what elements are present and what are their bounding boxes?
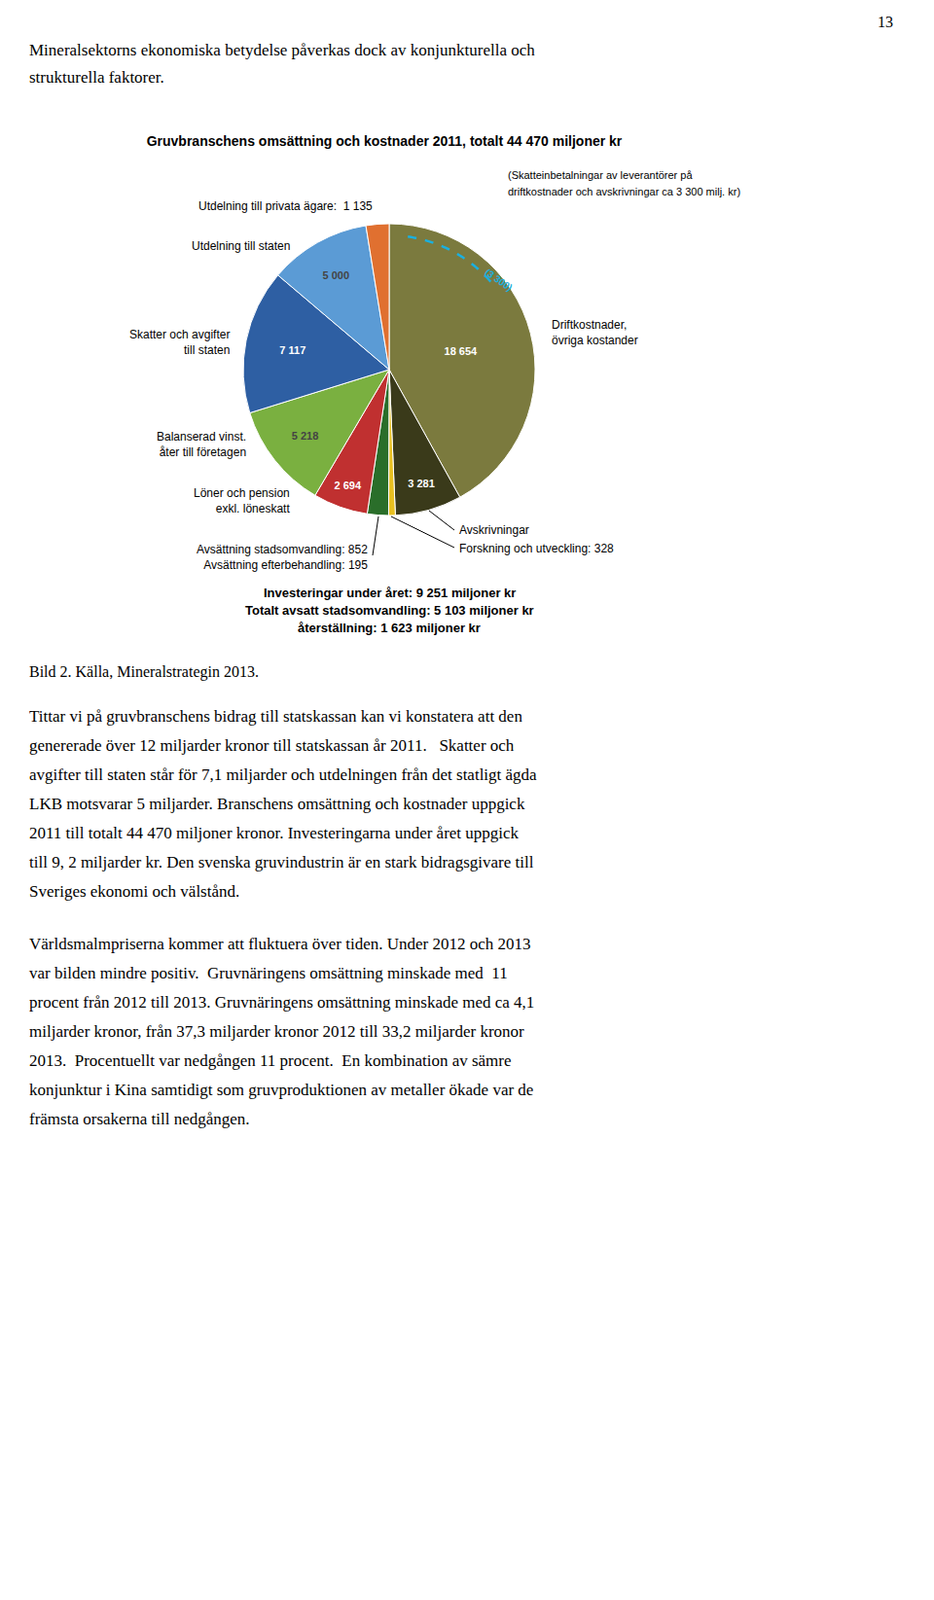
svg-text:Löner och pensionexkl. löneska: Löner och pensionexkl. löneskatt bbox=[193, 486, 290, 516]
svg-text:konjunktur i Kina samtidigt so: konjunktur i Kina samtidigt som gruvprod… bbox=[29, 1080, 534, 1100]
svg-text:främsta orsakerna till nedgång: främsta orsakerna till nedgången. bbox=[29, 1110, 251, 1129]
svg-text:Balanserad vinst.åter till för: Balanserad vinst.åter till företagen bbox=[156, 430, 247, 460]
svg-text:13: 13 bbox=[877, 13, 894, 31]
svg-text:procent från 2012 till 2013. G: procent från 2012 till 2013. Gruvnäringe… bbox=[29, 993, 535, 1012]
svg-text:Totalt avsatt stadsomvandling:: Totalt avsatt stadsomvandling: 5 103 mil… bbox=[245, 603, 535, 618]
svg-text:Sveriges ekonomi och välstånd.: Sveriges ekonomi och välstånd. bbox=[29, 882, 240, 901]
svg-text:Världsmalmpriserna kommer att: Världsmalmpriserna kommer att fluktuera … bbox=[29, 934, 532, 954]
svg-text:Utdelning till privata ägare:: Utdelning till privata ägare: 1 135 bbox=[198, 199, 373, 214]
svg-text:var bilden mindre positiv. Gr: var bilden mindre positiv. Gruvnäringens… bbox=[29, 964, 508, 983]
svg-text:(3 300): (3 300) bbox=[482, 266, 514, 293]
svg-text:2013. Procentuellt var nedgån: 2013. Procentuellt var nedgången 11 proc… bbox=[29, 1051, 512, 1071]
svg-text:miljarder kronor, från 37,3 mi: miljarder kronor, från 37,3 miljarder kr… bbox=[29, 1022, 525, 1042]
svg-text:(Skatteinbetalningar av levera: (Skatteinbetalningar av leverantörer på bbox=[507, 169, 693, 181]
svg-text:Driftkostnader,övriga kostande: Driftkostnader,övriga kostander bbox=[551, 318, 639, 348]
svg-text:Forskning och utveckling: 328: Forskning och utveckling: 328 bbox=[459, 541, 614, 556]
svg-text:18 654: 18 654 bbox=[444, 345, 479, 358]
svg-text:Bild 2. Källa, Mineralstrategi: Bild 2. Källa, Mineralstrategin 2013. bbox=[29, 663, 259, 682]
svg-text:Skatter och avgiftertill state: Skatter och avgiftertill staten bbox=[129, 327, 230, 358]
svg-text:Utdelning till staten: Utdelning till staten bbox=[191, 239, 290, 253]
svg-text:genererade över 12 miljarder k: genererade över 12 miljarder kronor till… bbox=[29, 736, 515, 755]
svg-text:återställning: 1 623 miljoner: återställning: 1 623 miljoner kr bbox=[297, 620, 481, 636]
svg-text:Investeringar under året: 9 25: Investeringar under året: 9 251 miljoner… bbox=[263, 585, 516, 601]
svg-text:3 281: 3 281 bbox=[407, 477, 435, 490]
svg-text:5 000: 5 000 bbox=[322, 269, 350, 282]
svg-text:driftkostnader och avskrivning: driftkostnader och avskrivningar ca 3 30… bbox=[507, 185, 741, 198]
svg-text:7 117: 7 117 bbox=[279, 344, 306, 357]
svg-text:2 694: 2 694 bbox=[334, 479, 362, 492]
svg-text:avgifter till staten står för: avgifter till staten står för 7,1 miljar… bbox=[29, 765, 538, 785]
svg-text:Mineralsektorns ekonomiska bet: Mineralsektorns ekonomiska betydelse påv… bbox=[29, 40, 536, 60]
svg-text:LKB motsvarar 5 miljarder. Bra: LKB motsvarar 5 miljarder. Branschens om… bbox=[29, 794, 526, 814]
svg-text:5 218: 5 218 bbox=[291, 430, 320, 442]
svg-text:strukturella faktorer.: strukturella faktorer. bbox=[29, 68, 165, 87]
svg-text:Avskrivningar: Avskrivningar bbox=[459, 523, 530, 538]
svg-text:till 9, 2 miljarder kr. Den sv: till 9, 2 miljarder kr. Den svenska gruv… bbox=[29, 853, 535, 872]
svg-text:Avsättning stadsomvandling: 85: Avsättning stadsomvandling: 852Avsättnin… bbox=[196, 542, 368, 573]
svg-text:2011 till totalt 44 470 miljon: 2011 till totalt 44 470 miljoner kronor.… bbox=[29, 824, 520, 843]
svg-text:Gruvbranschens omsättning och: Gruvbranschens omsättning och kostnader … bbox=[146, 133, 623, 149]
svg-text:Tittar vi på gruvbranschens bi: Tittar vi på gruvbranschens bidrag till … bbox=[29, 707, 523, 726]
